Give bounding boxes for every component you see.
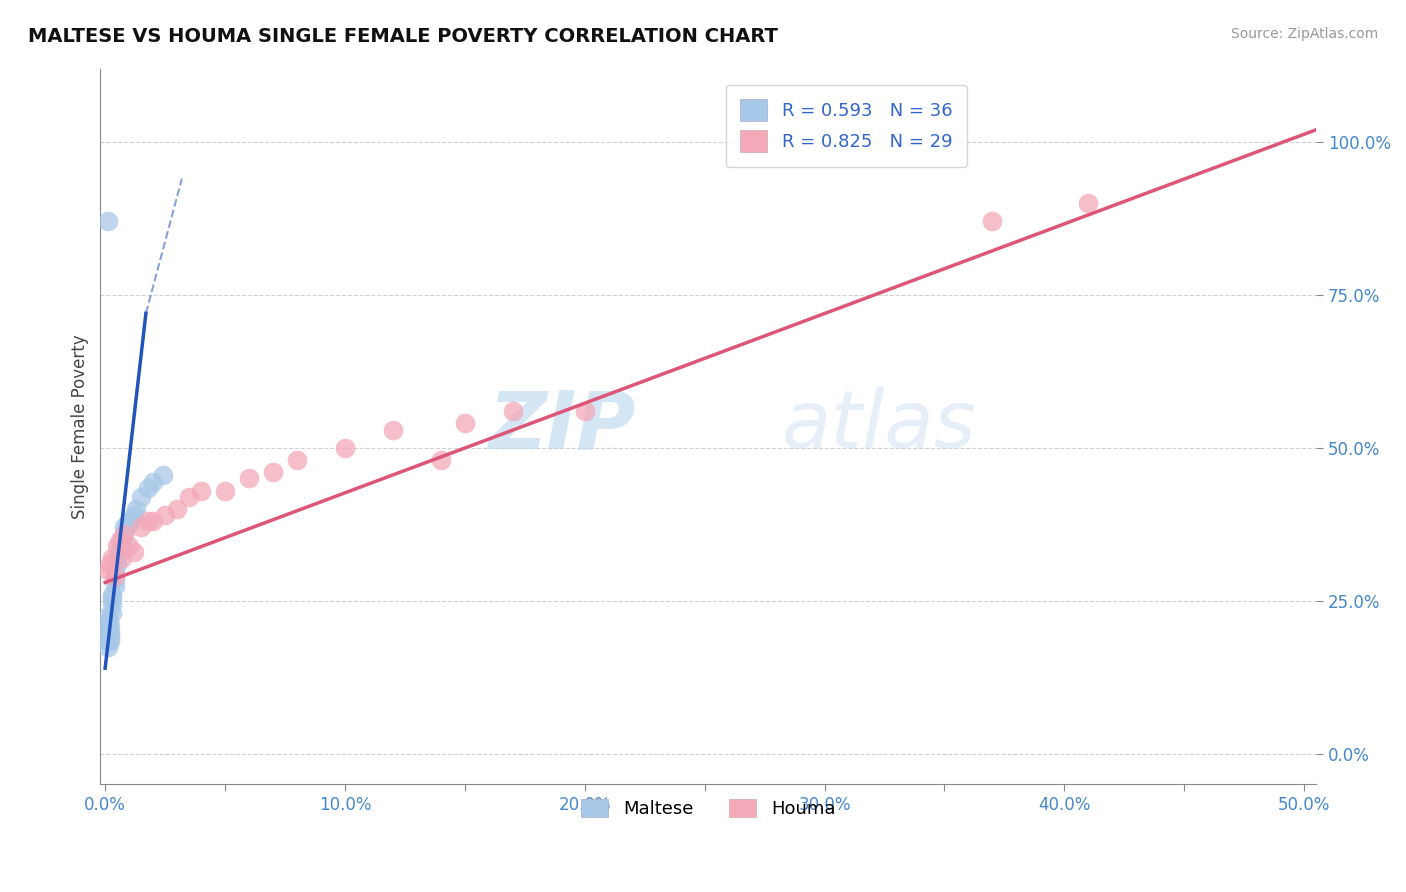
Text: Source: ZipAtlas.com: Source: ZipAtlas.com: [1230, 27, 1378, 41]
Y-axis label: Single Female Poverty: Single Female Poverty: [72, 334, 89, 519]
Point: [129, 520, 152, 534]
Point: [238, 471, 260, 485]
Point: [98, 624, 121, 639]
Point: [101, 597, 124, 611]
Point: [129, 490, 152, 504]
Point: [981, 214, 1004, 228]
Point: [105, 551, 128, 566]
Point: [574, 404, 596, 418]
Point: [454, 417, 477, 431]
Point: [285, 453, 308, 467]
Text: MALTESE VS HOUMA SINGLE FEMALE POVERTY CORRELATION CHART: MALTESE VS HOUMA SINGLE FEMALE POVERTY C…: [28, 27, 778, 45]
Point: [101, 591, 124, 605]
Point: [381, 423, 404, 437]
Point: [118, 517, 141, 532]
Point: [101, 588, 124, 602]
Point: [104, 566, 127, 581]
Point: [108, 545, 131, 559]
Point: [190, 483, 212, 498]
Point: [96, 214, 118, 228]
Point: [104, 578, 127, 592]
Point: [98, 627, 121, 641]
Point: [142, 514, 165, 528]
Point: [96, 563, 118, 577]
Point: [108, 539, 131, 553]
Point: [430, 453, 453, 467]
Point: [125, 502, 148, 516]
Point: [166, 502, 188, 516]
Point: [333, 441, 356, 455]
Point: [105, 539, 128, 553]
Point: [96, 609, 118, 624]
Point: [118, 514, 141, 528]
Point: [111, 533, 134, 547]
Point: [104, 569, 127, 583]
Point: [98, 631, 121, 645]
Text: atlas: atlas: [782, 387, 976, 466]
Point: [98, 633, 121, 648]
Point: [98, 557, 121, 571]
Legend: Maltese, Houma: Maltese, Houma: [574, 792, 842, 825]
Point: [112, 520, 135, 534]
Point: [112, 526, 135, 541]
Point: [115, 517, 138, 532]
Point: [111, 539, 134, 553]
Point: [112, 526, 135, 541]
Point: [101, 551, 124, 566]
Point: [101, 606, 124, 620]
Point: [96, 640, 118, 654]
Point: [108, 533, 131, 547]
Point: [136, 481, 159, 495]
Point: [96, 627, 118, 641]
Point: [96, 615, 118, 630]
Point: [262, 466, 284, 480]
Point: [96, 621, 118, 635]
Point: [502, 404, 524, 418]
Point: [153, 508, 176, 523]
Point: [142, 475, 165, 489]
Point: [111, 551, 134, 566]
Point: [105, 557, 128, 571]
Point: [122, 508, 145, 523]
Point: [96, 633, 118, 648]
Point: [136, 514, 159, 528]
Text: ZIP: ZIP: [488, 387, 636, 466]
Point: [1077, 196, 1099, 211]
Point: [98, 618, 121, 632]
Point: [118, 539, 141, 553]
Point: [177, 490, 200, 504]
Point: [214, 483, 236, 498]
Point: [122, 545, 145, 559]
Point: [152, 468, 174, 483]
Point: [104, 573, 127, 587]
